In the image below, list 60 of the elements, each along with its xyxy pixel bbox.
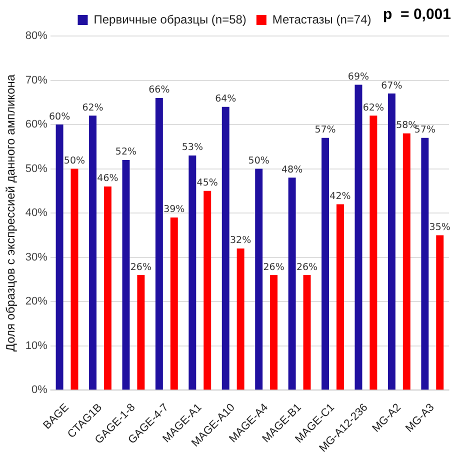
data-label: 32% bbox=[230, 235, 252, 246]
data-label: 62% bbox=[362, 102, 384, 114]
bar bbox=[89, 116, 97, 390]
y-axis-title: Доля образцов с экспрессией данного ампликона bbox=[4, 74, 18, 352]
data-label: 50% bbox=[248, 156, 270, 167]
legend-label: Метастазы (n=74) bbox=[272, 12, 372, 26]
y-tick-label: 20% bbox=[25, 296, 48, 308]
data-label: 26% bbox=[296, 262, 318, 273]
bar bbox=[155, 98, 163, 390]
bar bbox=[236, 248, 244, 390]
data-label: 62% bbox=[82, 102, 104, 114]
bar bbox=[354, 84, 362, 390]
data-label: 46% bbox=[97, 173, 118, 184]
data-label: 57% bbox=[314, 124, 336, 136]
data-label: 58% bbox=[396, 120, 418, 132]
bar bbox=[222, 106, 230, 390]
bar bbox=[402, 133, 410, 390]
y-tick-label: 10% bbox=[25, 340, 48, 352]
bar bbox=[421, 138, 429, 390]
bar bbox=[170, 217, 178, 390]
bar bbox=[70, 168, 78, 390]
data-label: 42% bbox=[330, 190, 351, 202]
bar bbox=[204, 190, 212, 390]
data-label: 50% bbox=[64, 156, 86, 167]
y-tick-label: 0% bbox=[32, 384, 48, 396]
y-tick-label: 80% bbox=[25, 30, 48, 42]
data-label: 66% bbox=[148, 84, 170, 96]
bar bbox=[188, 156, 196, 390]
data-label: 53% bbox=[182, 142, 203, 154]
bar bbox=[388, 94, 396, 390]
legend-label: Первичные образцы (n=58) bbox=[94, 12, 246, 26]
text: p = 0,001 bbox=[383, 6, 451, 23]
bar bbox=[104, 186, 112, 390]
y-tick-label: 50% bbox=[25, 162, 48, 175]
y-tick-label: 40% bbox=[25, 207, 48, 220]
bar bbox=[56, 124, 64, 390]
bar bbox=[336, 204, 344, 390]
data-label: 67% bbox=[381, 80, 402, 92]
data-label: 60% bbox=[48, 111, 70, 122]
bar bbox=[322, 138, 330, 390]
bar bbox=[436, 235, 444, 390]
data-label: 69% bbox=[348, 71, 370, 82]
data-label: 26% bbox=[130, 262, 152, 273]
y-tick-label: 70% bbox=[25, 74, 48, 86]
data-label: 48% bbox=[281, 164, 303, 176]
data-label: 39% bbox=[164, 204, 185, 216]
bar bbox=[270, 275, 278, 390]
bar bbox=[303, 275, 311, 390]
data-label: 35% bbox=[429, 222, 450, 233]
bar bbox=[255, 168, 263, 390]
data-label: 45% bbox=[196, 178, 218, 189]
data-label: 26% bbox=[263, 262, 284, 273]
y-tick-label: 60% bbox=[25, 118, 48, 131]
data-label: 64% bbox=[215, 94, 236, 105]
bar bbox=[137, 275, 145, 390]
bar bbox=[370, 116, 378, 390]
data-label: 52% bbox=[115, 146, 137, 158]
bar bbox=[288, 178, 296, 390]
y-tick-label: 30% bbox=[25, 251, 48, 264]
bar bbox=[122, 160, 130, 390]
